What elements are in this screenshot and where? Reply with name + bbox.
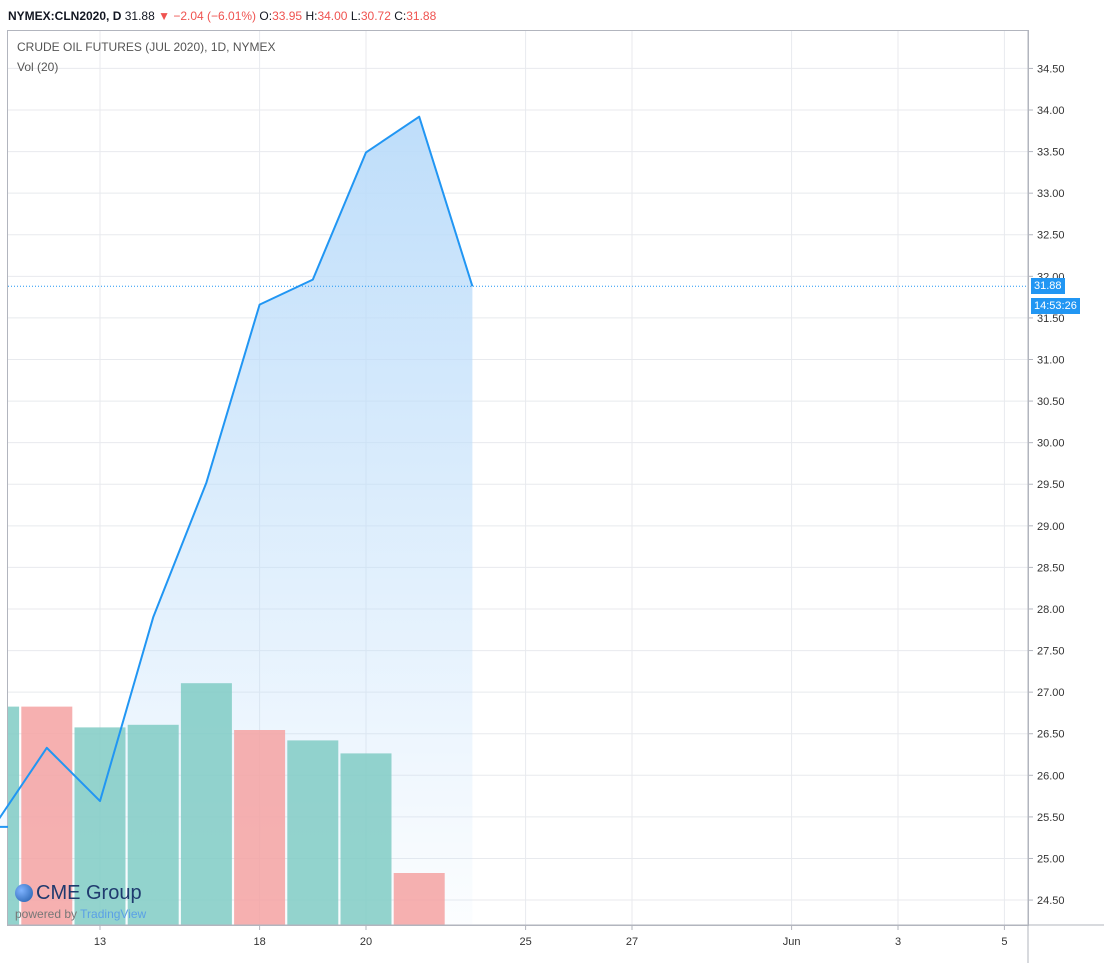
last-price-tag: 31.88 [1031, 278, 1065, 295]
cme-logo[interactable]: CME Group powered by TradingView [15, 880, 185, 924]
y-tick-label: 30.00 [1037, 438, 1065, 450]
y-tick-label: 29.50 [1037, 479, 1065, 491]
y-tick-label: 31.50 [1037, 313, 1065, 325]
y-tick-label: 29.00 [1037, 521, 1065, 533]
x-tick-label: 20 [360, 936, 372, 948]
low-label: L: [350, 9, 361, 23]
powered-by-text: powered by [15, 907, 78, 921]
y-tick-label: 34.50 [1037, 63, 1065, 75]
close-label: C: [394, 9, 407, 23]
x-tick-label: 3 [895, 936, 901, 948]
low-value: 30.72 [360, 9, 391, 23]
x-tick-label: 13 [94, 936, 106, 948]
y-tick-label: 25.00 [1037, 853, 1065, 865]
cme-brand-text: CME Group [36, 882, 142, 904]
globe-icon [15, 884, 33, 902]
cme-brand: CME Group [15, 882, 142, 905]
tradingview-text: TradingView [80, 907, 147, 921]
close-value: 31.88 [406, 9, 437, 23]
volume-indicator-label[interactable]: Vol (20) [17, 60, 59, 74]
volume-bar [127, 724, 179, 925]
volume-bar [74, 727, 126, 925]
high-label: H: [305, 9, 318, 23]
volume-bar [287, 740, 339, 925]
volume-bar [8, 706, 20, 925]
last-price: 31.88 [124, 9, 155, 23]
symbol-header: NYMEX:CLN2020, D 31.88 ▼ −2.04 (−6.01%) … [8, 7, 436, 25]
price-change: −2.04 (−6.01%) [173, 9, 257, 23]
y-tick-label: 31.00 [1037, 354, 1065, 366]
volume-bar [340, 753, 392, 925]
y-tick-label: 27.50 [1037, 646, 1065, 658]
symbol-name: NYMEX:CLN2020, D [8, 9, 122, 23]
x-tick-label: Jun [783, 936, 801, 948]
y-tick-label: 33.00 [1037, 188, 1065, 200]
y-tick-label: 28.50 [1037, 562, 1065, 574]
y-tick-label: 28.00 [1037, 604, 1065, 616]
y-tick-label: 26.50 [1037, 729, 1065, 741]
volume-bar [180, 683, 232, 925]
y-tick-label: 32.50 [1037, 230, 1065, 242]
open-label: O: [259, 9, 273, 23]
y-tick-label: 24.50 [1037, 895, 1065, 907]
down-arrow-icon: ▼ [158, 9, 170, 23]
open-value: 33.95 [272, 9, 303, 23]
x-tick-label: 5 [1001, 936, 1007, 948]
volume-bar [393, 873, 445, 925]
y-tick-label: 34.00 [1037, 105, 1065, 117]
y-tick-label: 26.00 [1037, 770, 1065, 782]
powered-by: powered by TradingView [15, 907, 146, 921]
x-tick-label: 27 [626, 936, 638, 948]
chart-title: CRUDE OIL FUTURES (JUL 2020), 1D, NYMEX [17, 40, 276, 54]
y-tick-label: 33.50 [1037, 147, 1065, 159]
y-tick-label: 30.50 [1037, 396, 1065, 408]
price-area-fill [0, 116, 473, 925]
x-tick-label: 25 [519, 936, 531, 948]
y-tick-label: 25.50 [1037, 812, 1065, 824]
y-tick-label: 27.00 [1037, 687, 1065, 699]
x-tick-label: 18 [253, 936, 265, 948]
bar-countdown-tag: 14:53:26 [1031, 298, 1080, 315]
volume-bar [234, 730, 286, 925]
price-line [0, 115, 474, 828]
high-value: 34.00 [317, 9, 348, 23]
